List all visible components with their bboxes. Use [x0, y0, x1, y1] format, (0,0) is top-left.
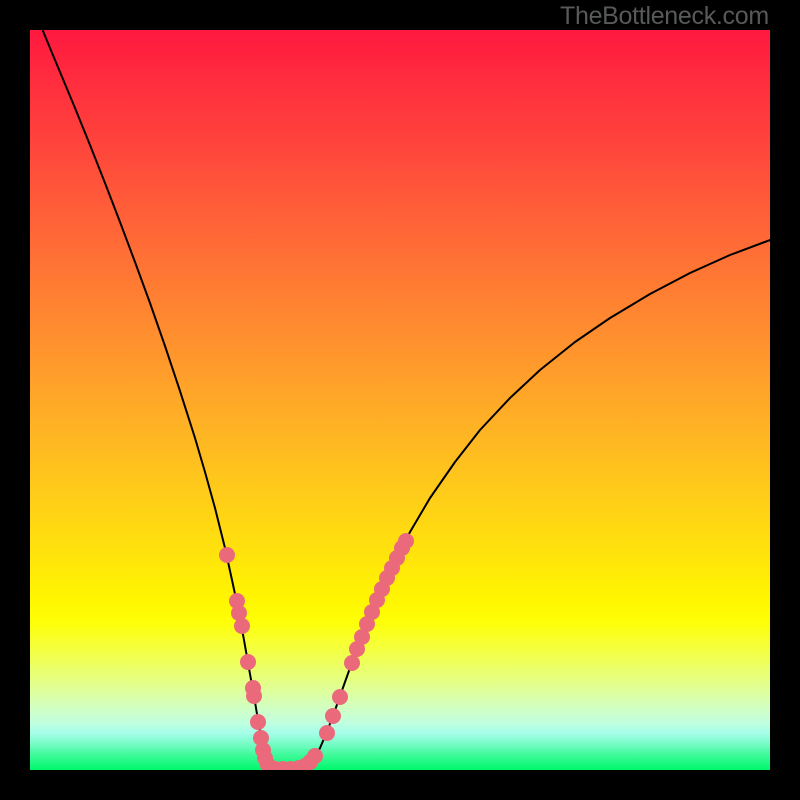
data-marker [250, 714, 266, 730]
plot-svg [30, 30, 770, 770]
data-marker [344, 655, 360, 671]
chart-container: TheBottleneck.com [0, 0, 800, 800]
data-marker [319, 725, 335, 741]
watermark-text: TheBottleneck.com [560, 2, 769, 31]
data-marker [234, 618, 250, 634]
gradient-background [30, 30, 770, 770]
data-marker [325, 708, 341, 724]
data-marker [219, 547, 235, 563]
data-marker [332, 689, 348, 705]
data-marker [398, 533, 414, 549]
data-marker [246, 688, 262, 704]
data-marker [307, 748, 323, 764]
data-marker [240, 654, 256, 670]
plot-area [30, 30, 770, 770]
